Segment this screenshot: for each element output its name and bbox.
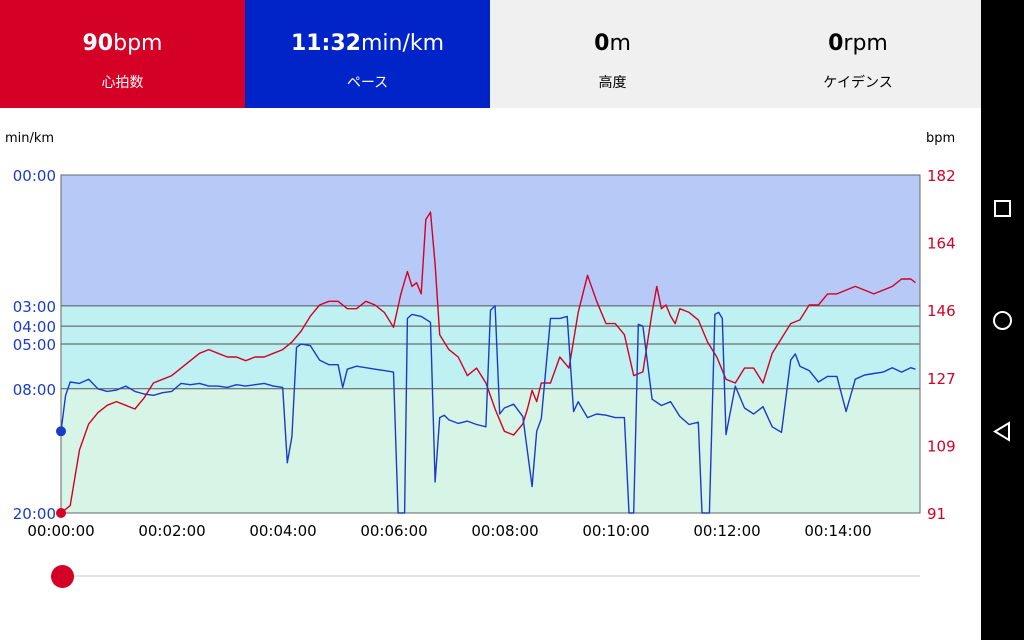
right-tick-label: 109 (927, 437, 956, 455)
altitude-value: 0m (594, 31, 631, 56)
left-tick-label: 20:00 (13, 505, 56, 523)
pace-zone-0 (61, 175, 920, 306)
heart-rate-label: 心拍数 (101, 75, 144, 91)
stats-header: 90bpm 心拍数 11:32min/km ペース 0m 高度 0rpm ケイデ… (0, 0, 981, 108)
back-button[interactable] (989, 418, 1016, 445)
home-icon (993, 311, 1012, 330)
back-icon (993, 421, 1010, 442)
right-tick-label: 91 (927, 505, 946, 523)
cadence-stat[interactable]: 0rpm ケイデンス (735, 0, 981, 108)
right-tick-label: 127 (927, 370, 956, 388)
heart-rate-current-marker (56, 508, 66, 518)
altitude-stat[interactable]: 0m 高度 (490, 0, 735, 108)
home-button[interactable] (989, 307, 1016, 334)
seek-bar-thumb[interactable] (51, 565, 74, 588)
heart-rate-series-line (60, 211, 916, 514)
cadence-value: 0rpm (828, 31, 888, 56)
x-tick-label: 00:12:00 (693, 522, 760, 540)
pace-label: ペース (346, 75, 389, 91)
pace-series-line (60, 305, 916, 514)
pace-stat[interactable]: 11:32min/km ペース (245, 0, 490, 108)
left-tick-label: 03:00 (13, 298, 56, 316)
x-tick-label: 00:02:00 (138, 522, 205, 540)
left-tick-label: 05:00 (13, 336, 56, 354)
android-nav-bar (981, 0, 1024, 640)
altitude-label: 高度 (598, 75, 627, 91)
right-tick-label: 164 (927, 235, 956, 253)
pace-zone-2 (61, 388, 920, 513)
pace-value: 11:32min/km (290, 31, 445, 56)
cadence-label: ケイデンス (823, 75, 893, 91)
x-tick-label: 00:06:00 (360, 522, 427, 540)
right-axis-unit: bpm (926, 131, 955, 146)
workout-chart[interactable]: 00:00 03:00 04:00 05:00 08:00 20:00 182 164 146 1… (0, 118, 981, 548)
pace-current-marker (56, 426, 66, 437)
left-axis-unit: min/km (5, 131, 54, 146)
x-tick-label: 00:10:00 (582, 522, 649, 540)
x-tick-label: 00:14:00 (804, 522, 871, 540)
left-tick-label: 04:00 (13, 318, 56, 336)
right-tick-label: 182 (927, 167, 956, 185)
left-tick-label: 08:00 (13, 381, 56, 399)
heart-rate-stat[interactable]: 90bpm 心拍数 (0, 0, 245, 108)
x-tick-label: 00:08:00 (471, 522, 538, 540)
overview-icon (994, 200, 1011, 217)
left-tick-label: 00:00 (13, 167, 56, 185)
overview-button[interactable] (989, 195, 1016, 222)
seek-bar-track[interactable] (62, 575, 920, 577)
right-tick-label: 146 (927, 302, 956, 320)
x-tick-label: 00:00:00 (27, 522, 94, 540)
plot-frame (60, 174, 921, 514)
x-tick-label: 00:04:00 (249, 522, 316, 540)
heart-rate-value: 90bpm (82, 31, 163, 56)
